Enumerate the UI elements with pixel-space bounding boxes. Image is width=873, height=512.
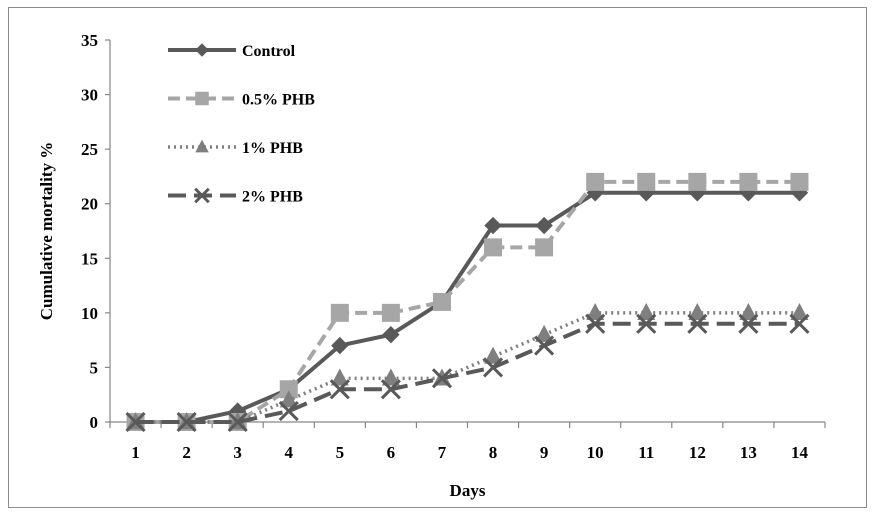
y-tick-label: 35 bbox=[81, 31, 98, 50]
data-point bbox=[482, 357, 504, 378]
x-tick-label: 7 bbox=[438, 443, 447, 462]
y-tick-label: 5 bbox=[90, 358, 99, 377]
y-tick-label: 20 bbox=[81, 195, 98, 214]
data-point bbox=[431, 368, 453, 389]
x-tick-label: 13 bbox=[740, 443, 757, 462]
data-point bbox=[331, 336, 349, 355]
legend-label: 1% PHB bbox=[242, 140, 303, 157]
x-tick-label: 3 bbox=[233, 443, 242, 462]
data-point bbox=[790, 302, 809, 321]
legend-item: 2% PHB bbox=[168, 187, 303, 206]
data-point bbox=[381, 368, 400, 386]
data-point bbox=[586, 172, 605, 191]
x-tick-label: 12 bbox=[689, 443, 706, 462]
series-line bbox=[135, 179, 800, 424]
y-tick-label: 25 bbox=[81, 140, 98, 159]
x-tick-label: 10 bbox=[587, 443, 604, 462]
data-point bbox=[586, 302, 605, 321]
y-tick-label: 0 bbox=[90, 413, 99, 432]
x-tick-label: 2 bbox=[182, 443, 191, 462]
data-point bbox=[381, 303, 400, 322]
legend-label: 2% PHB bbox=[242, 189, 303, 206]
x-tick-label: 8 bbox=[489, 443, 498, 462]
data-point bbox=[484, 216, 502, 235]
series-line bbox=[135, 311, 800, 424]
series-3 bbox=[125, 313, 810, 433]
y-tick-label: 10 bbox=[81, 304, 98, 323]
x-axis-title: Days bbox=[450, 481, 486, 500]
y-tick-label: 15 bbox=[81, 249, 98, 268]
data-point bbox=[739, 172, 758, 191]
data-point bbox=[687, 313, 708, 334]
series-line bbox=[135, 321, 800, 424]
series-layer bbox=[125, 172, 810, 433]
x-tick-label: 9 bbox=[540, 443, 549, 462]
series-0 bbox=[126, 184, 809, 431]
data-point bbox=[535, 324, 554, 342]
data-point bbox=[637, 172, 656, 191]
data-point bbox=[484, 346, 503, 364]
data-point bbox=[227, 411, 248, 433]
data-point bbox=[329, 379, 350, 400]
data-point bbox=[484, 238, 503, 257]
legend: Control 0.5% PHB 1% PHB 2% PHB bbox=[168, 43, 315, 206]
data-point bbox=[535, 216, 553, 235]
data-point bbox=[330, 303, 349, 322]
data-point bbox=[688, 172, 707, 191]
legend-marker bbox=[194, 187, 210, 204]
data-point bbox=[688, 302, 707, 321]
x-tick-label: 4 bbox=[285, 443, 294, 462]
series-line bbox=[135, 190, 800, 424]
data-point bbox=[789, 313, 810, 334]
legend-item: Control bbox=[168, 43, 296, 60]
data-point bbox=[125, 411, 146, 433]
data-point bbox=[637, 302, 656, 321]
data-point bbox=[738, 313, 759, 334]
data-point bbox=[432, 292, 451, 311]
data-point bbox=[278, 401, 299, 422]
data-point bbox=[535, 238, 554, 257]
x-tick-label: 11 bbox=[638, 443, 654, 462]
legend-label: Control bbox=[242, 43, 296, 60]
data-point bbox=[279, 390, 298, 408]
data-point bbox=[585, 313, 606, 334]
data-point bbox=[380, 379, 401, 400]
legend-item: 0.5% PHB bbox=[168, 92, 315, 109]
data-point bbox=[636, 313, 657, 334]
data-point bbox=[790, 172, 809, 191]
x-tick-label: 1 bbox=[131, 443, 140, 462]
x-tick-label: 14 bbox=[791, 443, 809, 462]
data-point bbox=[382, 325, 400, 344]
x-tick-label: 6 bbox=[387, 443, 396, 462]
y-tick-label: 30 bbox=[81, 86, 98, 105]
data-point bbox=[330, 368, 349, 386]
y-axis-title: Cumulative mortality % bbox=[37, 142, 56, 320]
data-point bbox=[534, 335, 555, 356]
data-point bbox=[739, 302, 758, 321]
legend-marker bbox=[195, 91, 209, 106]
data-point bbox=[176, 411, 197, 433]
legend-item: 1% PHB bbox=[168, 139, 303, 157]
legend-marker bbox=[195, 139, 209, 153]
legend-marker bbox=[195, 43, 209, 57]
legend-label: 0.5% PHB bbox=[242, 92, 315, 109]
chart-frame bbox=[8, 7, 867, 508]
data-point bbox=[279, 380, 298, 399]
x-tick-label: 5 bbox=[336, 443, 345, 462]
series-1 bbox=[126, 172, 809, 431]
